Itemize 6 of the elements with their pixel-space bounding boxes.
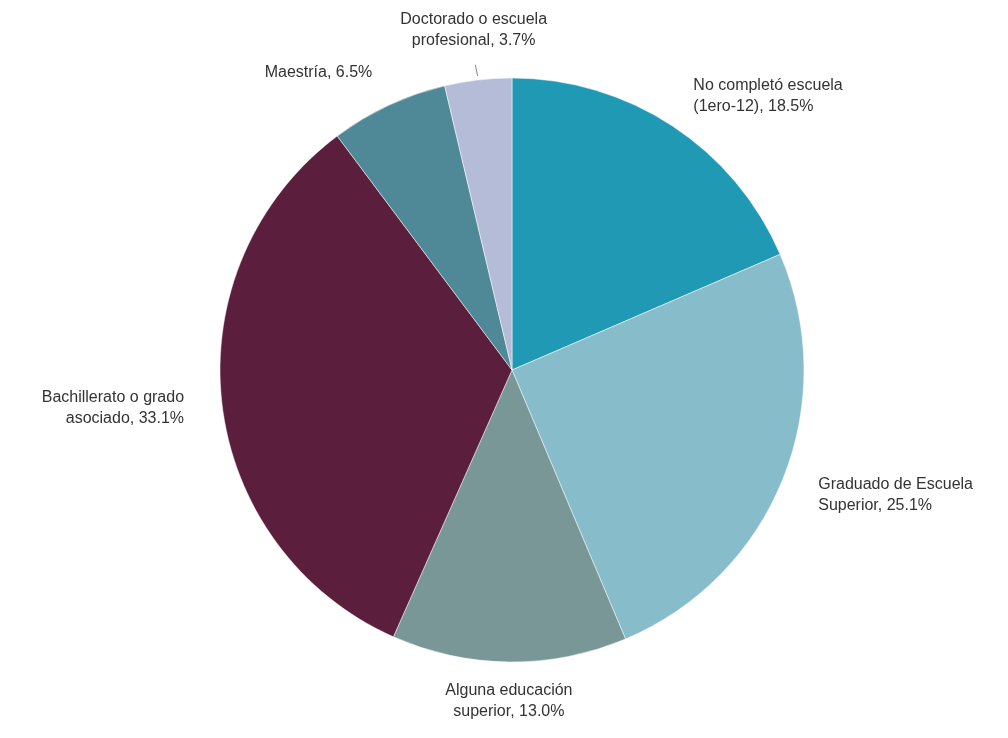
slice-label: Bachillerato o grado asociado, 33.1%	[41, 388, 185, 427]
slice-label: Maestría, 6.5%	[264, 63, 373, 81]
slice-label: Graduado de Escuela Superior, 25.1%	[818, 474, 974, 513]
slice-label: No completó escuela (1ero-12), 18.5%	[693, 75, 843, 114]
slice-label: Alguna educación superior, 13.0%	[445, 681, 573, 720]
slice-label: Doctorado o escuela profesional, 3.7%	[400, 9, 548, 48]
